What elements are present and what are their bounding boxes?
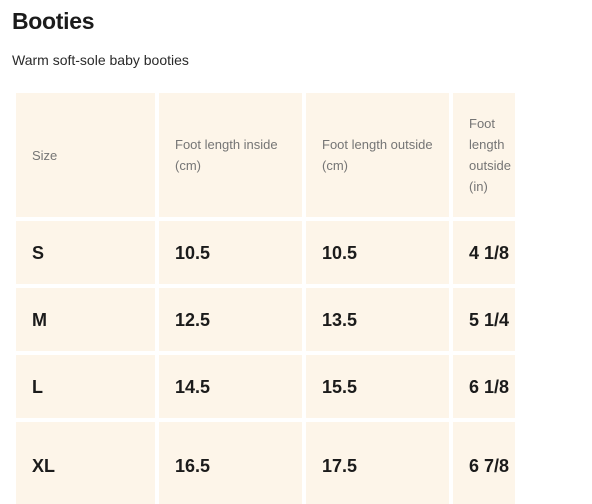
column-header-size: Size [16, 93, 155, 217]
cell-foot-length-outside-in: 6 1/8 [453, 355, 515, 418]
cell-foot-length-inside-cm: 12.5 [159, 288, 302, 351]
table-row: L 14.5 15.5 6 1/8 [16, 355, 515, 418]
cell-foot-length-inside-cm: 10.5 [159, 221, 302, 284]
cell-size: M [16, 288, 155, 351]
column-header-foot-length-inside-cm: Foot length inside (cm) [159, 93, 302, 217]
cell-foot-length-outside-cm: 17.5 [306, 422, 449, 504]
cell-foot-length-outside-cm: 10.5 [306, 221, 449, 284]
cell-foot-length-outside-in: 5 1/4 [453, 288, 515, 351]
cell-foot-length-outside-in: 4 1/8 [453, 221, 515, 284]
cell-size: L [16, 355, 155, 418]
cell-size: XL [16, 422, 155, 504]
table-row: XL 16.5 17.5 6 7/8 [16, 422, 515, 504]
cell-foot-length-inside-cm: 16.5 [159, 422, 302, 504]
cell-foot-length-inside-cm: 14.5 [159, 355, 302, 418]
column-header-foot-length-outside-cm: Foot length outside (cm) [306, 93, 449, 217]
page-subtitle: Warm soft-sole baby booties [12, 52, 189, 68]
table-row: S 10.5 10.5 4 1/8 [16, 221, 515, 284]
table-header-row: Size Foot length inside (cm) Foot length… [16, 93, 515, 217]
size-chart-table: Size Foot length inside (cm) Foot length… [12, 89, 519, 504]
page-title: Booties [12, 8, 95, 34]
column-header-foot-length-outside-in: Foot length outside (in) [453, 93, 515, 217]
table-row: M 12.5 13.5 5 1/4 [16, 288, 515, 351]
cell-foot-length-outside-cm: 15.5 [306, 355, 449, 418]
cell-foot-length-outside-in: 6 7/8 [453, 422, 515, 504]
cell-foot-length-outside-cm: 13.5 [306, 288, 449, 351]
cell-size: S [16, 221, 155, 284]
